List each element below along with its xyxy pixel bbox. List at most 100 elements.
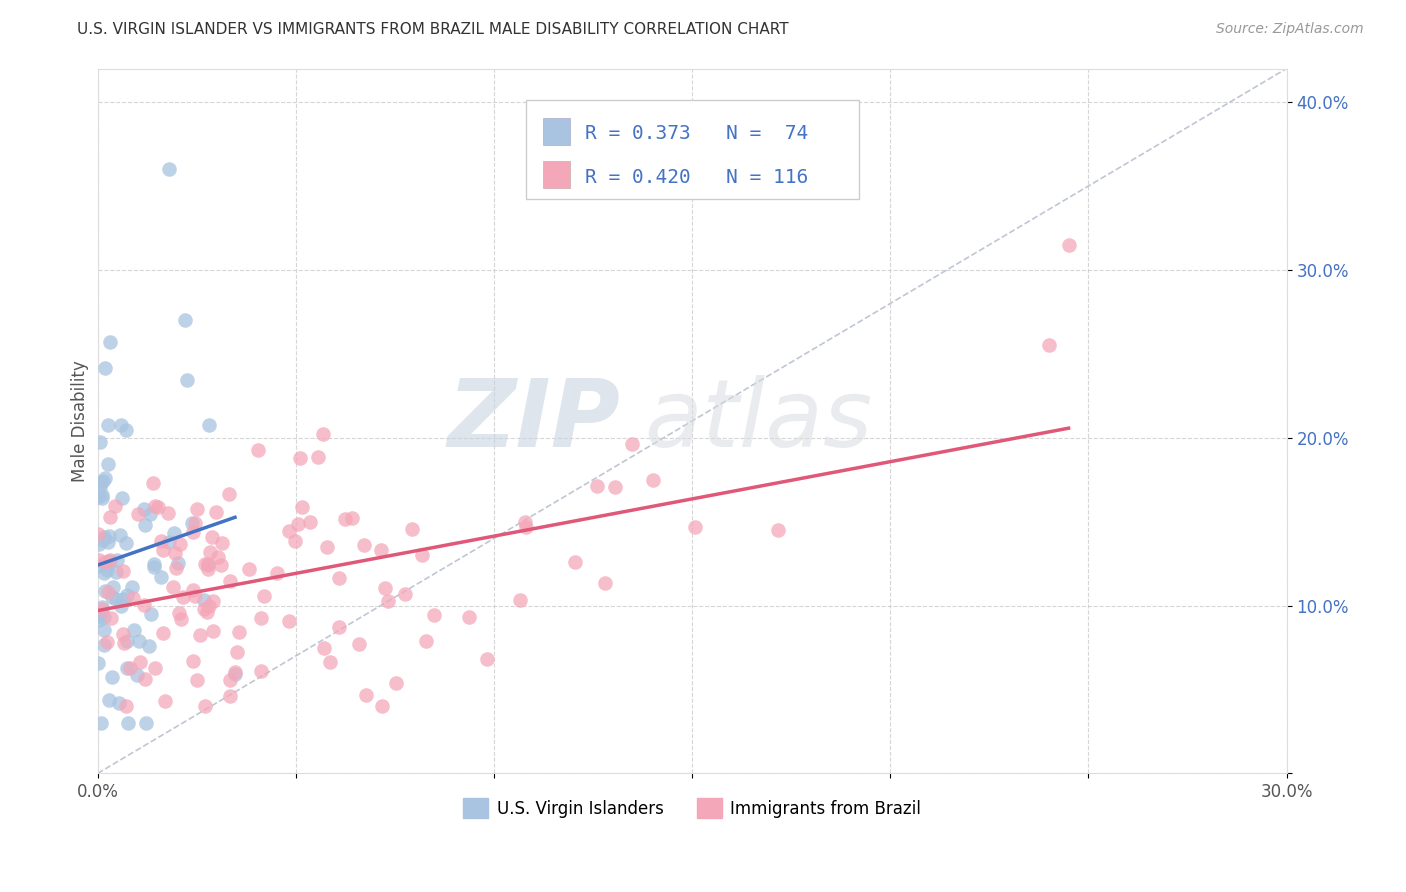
Point [98, 335, 121, 350]
Point [181, 525, 204, 540]
Text: ZIP: ZIP [449, 375, 620, 467]
Point [97, 584, 120, 599]
Point [224, 665, 246, 680]
Bar [544, 119, 569, 145]
Point [98, 529, 121, 543]
Point [121, 580, 143, 594]
Point [198, 545, 221, 559]
Point [115, 588, 138, 602]
Point [100, 510, 122, 524]
Point [266, 566, 288, 580]
Point [169, 612, 191, 626]
Point [228, 625, 250, 640]
Point [181, 582, 204, 597]
Point [197, 599, 219, 614]
Point [125, 667, 148, 681]
Point [94, 471, 117, 485]
Text: R = 0.420   N = 116: R = 0.420 N = 116 [585, 168, 808, 187]
Point [100, 611, 122, 625]
Point [374, 581, 396, 595]
Point [104, 591, 127, 606]
Point [290, 450, 312, 465]
Point [115, 633, 138, 648]
Point [291, 500, 314, 515]
Point [87, 657, 110, 671]
Point [112, 564, 135, 578]
Point [475, 651, 498, 665]
Point [585, 479, 607, 493]
Point [141, 607, 163, 621]
Point [148, 500, 170, 515]
Point [87, 613, 110, 627]
Point [641, 473, 664, 487]
Point [143, 661, 166, 675]
Point [593, 575, 616, 590]
Point [91, 491, 114, 505]
Point [91, 474, 114, 488]
Point [394, 587, 416, 601]
Point [411, 548, 433, 562]
Point [197, 417, 219, 432]
Point [135, 716, 157, 731]
Point [93, 610, 115, 624]
Point [315, 540, 337, 554]
Point [97, 418, 120, 433]
Point [89, 480, 111, 494]
Point [89, 435, 111, 450]
Point [93, 624, 115, 638]
Point [312, 426, 335, 441]
Point [458, 610, 481, 624]
Point [766, 523, 789, 537]
Point [278, 524, 301, 538]
Point [328, 571, 350, 585]
Point [184, 516, 207, 530]
Point [354, 689, 377, 703]
Point [110, 418, 132, 433]
Point [100, 670, 122, 684]
Point [134, 501, 156, 516]
Point [1057, 237, 1080, 252]
Point [94, 555, 117, 569]
Point [193, 592, 215, 607]
Point [197, 557, 219, 571]
Point [246, 442, 269, 457]
Point [353, 538, 375, 552]
Point [108, 696, 131, 710]
Point [169, 537, 191, 551]
Point [110, 527, 132, 541]
Point [685, 520, 707, 534]
Point [115, 661, 138, 675]
Point [284, 533, 307, 548]
Point [167, 556, 190, 570]
Point [193, 601, 215, 615]
Point [98, 693, 121, 707]
Point [253, 589, 276, 603]
Point [152, 543, 174, 558]
Point [218, 574, 240, 588]
Point [134, 518, 156, 533]
FancyBboxPatch shape [526, 100, 859, 199]
Point [93, 583, 115, 598]
Point [128, 634, 150, 648]
Point [115, 423, 138, 437]
Point [165, 546, 187, 560]
Point [138, 639, 160, 653]
Point [97, 458, 120, 472]
Text: atlas: atlas [644, 376, 873, 467]
Point [150, 533, 173, 548]
Point [194, 558, 217, 572]
Point [134, 598, 156, 612]
Point [134, 672, 156, 686]
Point [91, 488, 114, 502]
Point [186, 673, 208, 687]
Point [224, 667, 246, 681]
Point [142, 475, 165, 490]
Point [117, 716, 139, 731]
Point [299, 515, 322, 529]
Point [385, 675, 408, 690]
Point [314, 640, 336, 655]
Point [401, 523, 423, 537]
Point [219, 673, 242, 688]
Point [184, 589, 207, 603]
Point [152, 626, 174, 640]
